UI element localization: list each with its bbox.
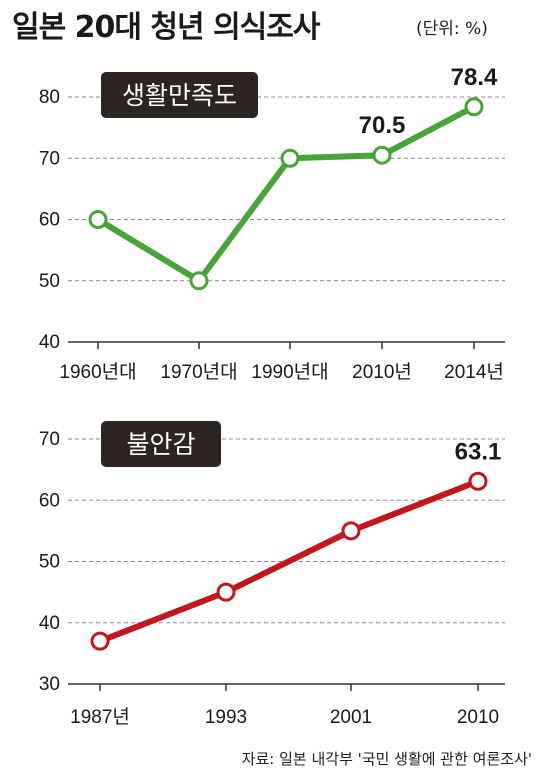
data-label: 78.4	[451, 64, 498, 91]
data-point	[189, 271, 209, 291]
unit-label: (단위: %)	[416, 19, 488, 39]
x-tick-label: 1987년	[70, 706, 130, 728]
series-label-box	[101, 421, 221, 467]
data-label: 63.1	[455, 438, 502, 465]
header: 일본 20대 청년 의식조사 (단위: %)	[0, 2, 540, 46]
x-tick-label: 1970년대	[160, 361, 237, 383]
series-label: 불안감	[126, 431, 195, 459]
y-tick-label: 50	[39, 271, 60, 292]
data-point	[216, 582, 236, 602]
y-tick-label: 40	[39, 332, 60, 353]
y-tick-label: 70	[39, 148, 60, 169]
data-point	[88, 210, 108, 229]
series-label: 생활만족도	[122, 82, 237, 110]
y-tick-label: 40	[39, 613, 60, 634]
series-label-box	[101, 72, 258, 118]
data-point	[280, 148, 300, 168]
x-tick-label: 2010	[457, 707, 499, 728]
series-line	[97, 478, 481, 645]
series-line	[95, 103, 477, 284]
y-tick-label: 70	[39, 429, 60, 450]
data-point	[372, 145, 392, 165]
y-tick-label: 50	[39, 552, 60, 573]
y-tick-label: 60	[39, 490, 60, 511]
source-note: 자료: 일본 내각부 '국민 생활에 관한 여론조사'	[241, 750, 532, 768]
page-title: 일본 20대 청년 의식조사	[12, 10, 320, 45]
x-tick-label: 1993	[205, 707, 247, 728]
data-point	[341, 521, 361, 541]
x-tick-label: 2010년	[352, 361, 412, 383]
y-tick-label: 60	[39, 210, 60, 231]
x-tick-label: 1990년대	[251, 361, 328, 383]
data-point	[90, 631, 110, 651]
x-tick-label: 2001	[330, 707, 372, 728]
data-label: 70.5	[359, 112, 406, 139]
x-tick-label: 2014년	[444, 361, 504, 383]
y-tick-label: 30	[39, 674, 60, 695]
data-point	[468, 471, 488, 491]
data-point	[464, 97, 484, 117]
x-tick-label: 1960년대	[59, 361, 136, 383]
y-tick-label: 80	[39, 87, 60, 108]
